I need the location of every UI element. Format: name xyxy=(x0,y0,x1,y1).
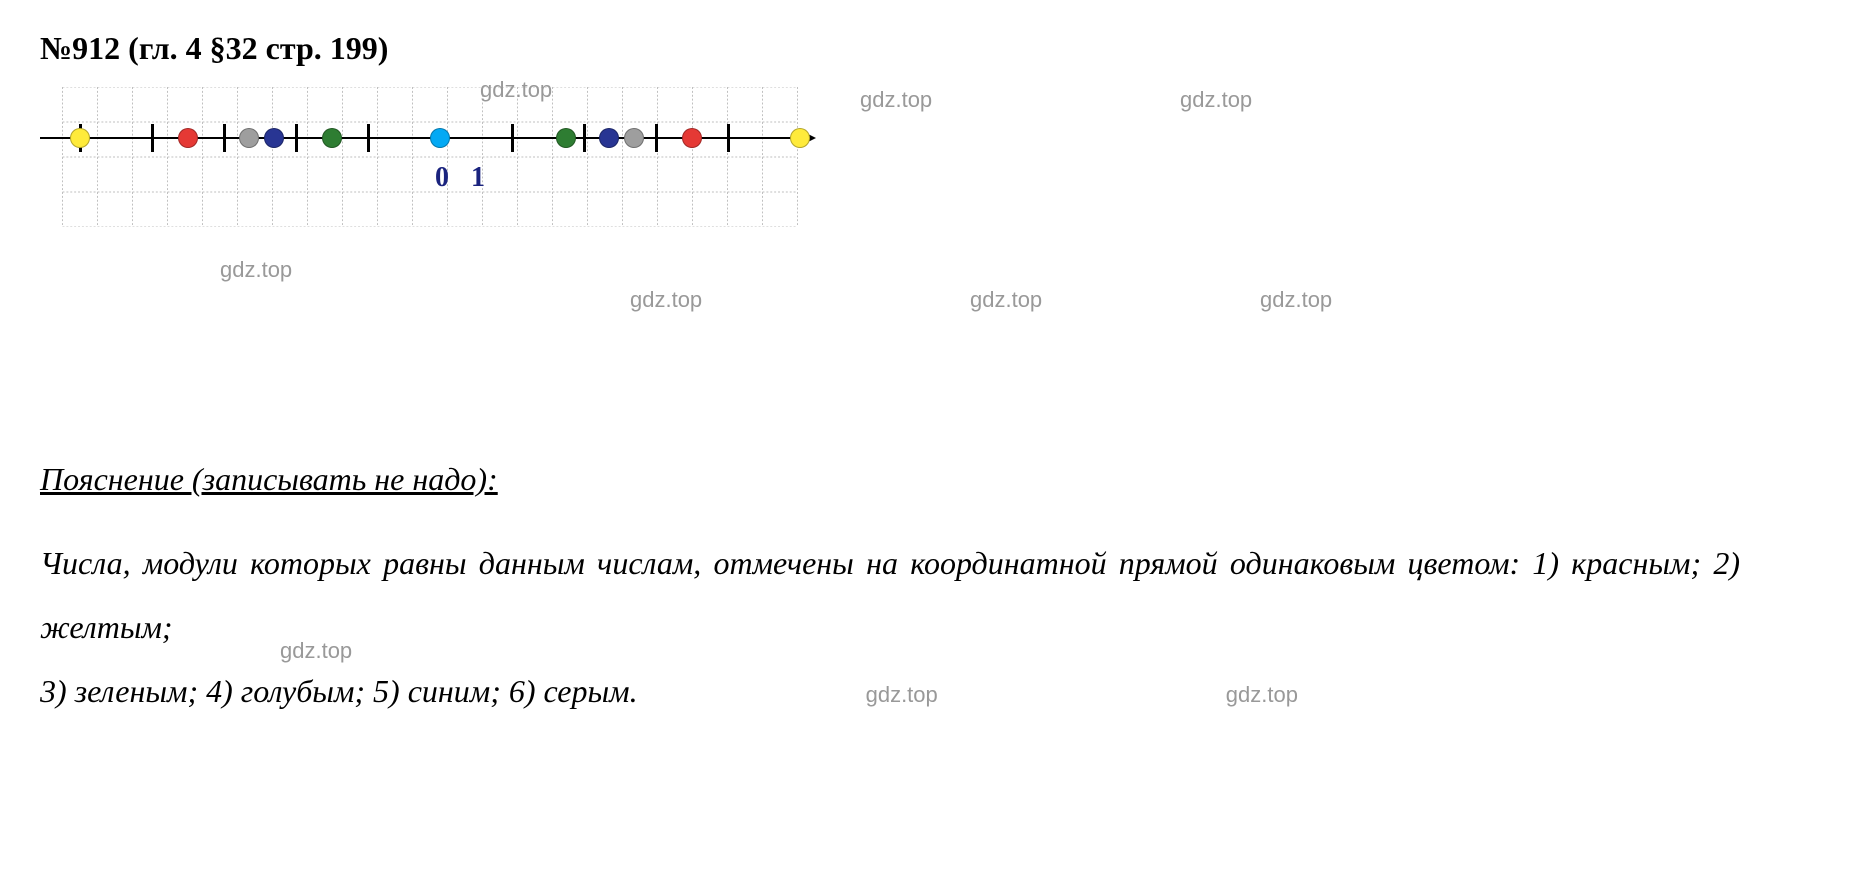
axis-tick xyxy=(223,124,226,152)
point-green xyxy=(556,128,576,148)
point-red xyxy=(682,128,702,148)
point-yellow xyxy=(70,128,90,148)
axis-tick xyxy=(295,124,298,152)
chapter-reference: (гл. 4 §32 стр. 199) xyxy=(128,30,388,66)
axis-label: 1 xyxy=(471,162,485,194)
watermark: gdz.top xyxy=(1180,87,1252,113)
watermark: gdz.top xyxy=(220,257,292,283)
explanation-heading: Пояснение (записывать не надо): xyxy=(40,447,1740,511)
explanation-section: Пояснение (записывать не надо): Числа, м… xyxy=(40,447,1740,723)
watermark: gdz.top xyxy=(630,287,702,313)
watermark: gdz.top xyxy=(1226,682,1298,707)
watermark: gdz.top xyxy=(970,287,1042,313)
explanation-body-line2-wrapper: gdz.top 3) зеленым; 4) голубым; 5) синим… xyxy=(40,659,1740,723)
problem-heading: №912 (гл. 4 §32 стр. 199) xyxy=(40,30,1833,67)
axis-tick xyxy=(367,124,370,152)
explanation-body-line2: 3) зеленым; 4) голубым; 5) синим; 6) сер… xyxy=(40,673,638,709)
problem-number: №912 xyxy=(40,30,120,66)
axis-tick xyxy=(727,124,730,152)
axis-tick xyxy=(655,124,658,152)
point-red xyxy=(178,128,198,148)
axis-tick xyxy=(511,124,514,152)
axis-tick xyxy=(151,124,154,152)
point-green xyxy=(322,128,342,148)
point-cyan xyxy=(430,128,450,148)
number-line-graph: 01 xyxy=(40,87,820,227)
watermark: gdz.top xyxy=(280,629,352,673)
point-yellow xyxy=(790,128,810,148)
axis-label: 0 xyxy=(435,162,449,194)
watermark: gdz.top xyxy=(480,77,552,103)
grid-background xyxy=(40,87,820,227)
watermark: gdz.top xyxy=(860,87,932,113)
axis-tick xyxy=(583,124,586,152)
watermark: gdz.top xyxy=(1260,287,1332,313)
watermark: gdz.top xyxy=(866,682,938,707)
